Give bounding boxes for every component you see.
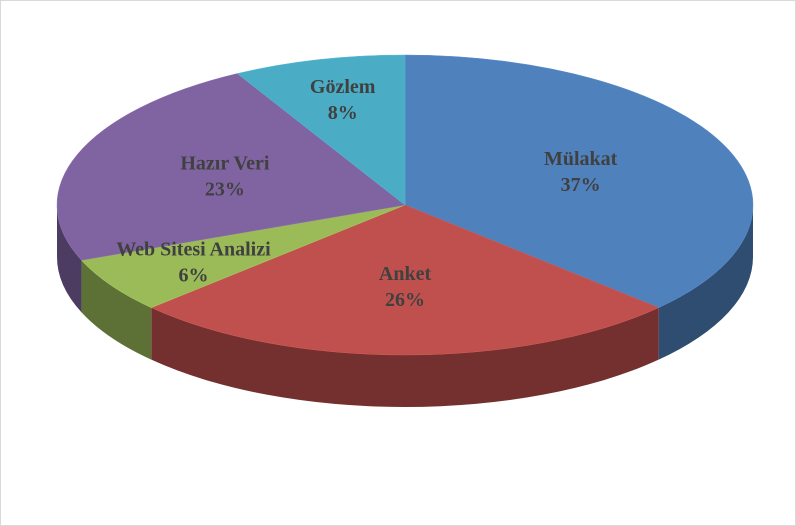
slice-label: Anket xyxy=(379,263,432,285)
slice-value-label: 6% xyxy=(178,264,208,286)
slice-value-label: 37% xyxy=(561,174,601,196)
slice-value-label: 26% xyxy=(385,289,425,311)
slice-label: Web Sitesi Analizi xyxy=(116,238,271,260)
slice xyxy=(150,204,660,356)
slice xyxy=(236,54,406,206)
slice-value-label: 8% xyxy=(328,102,358,124)
slice-side xyxy=(151,307,659,407)
slice-label: Gözlem xyxy=(310,76,376,98)
slice-value-label: 23% xyxy=(205,179,245,201)
slice-side xyxy=(81,260,152,360)
slice-side xyxy=(658,205,753,360)
slice xyxy=(404,54,754,308)
slice xyxy=(80,204,406,308)
slice-label: Mülakat xyxy=(544,148,618,170)
slice-label: Hazır Veri xyxy=(180,153,270,175)
slice xyxy=(56,73,406,261)
slice-side xyxy=(57,205,82,313)
